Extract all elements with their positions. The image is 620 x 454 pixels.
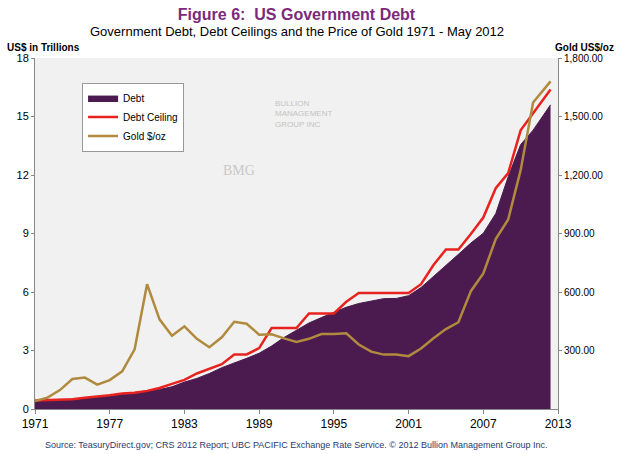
- svg-text:12: 12: [17, 169, 29, 181]
- svg-text:1,500.00: 1,500.00: [564, 111, 603, 122]
- svg-text:Gold US$/oz: Gold US$/oz: [555, 42, 614, 53]
- svg-text:Gold $/oz: Gold $/oz: [123, 131, 166, 142]
- svg-text:18: 18: [17, 52, 29, 64]
- svg-text:2013: 2013: [545, 417, 572, 431]
- svg-text:1977: 1977: [96, 417, 123, 431]
- svg-text:1989: 1989: [246, 417, 273, 431]
- svg-text:Source: TeasuryDirect.gov; CRS: Source: TeasuryDirect.gov; CRS 2012 Repo…: [45, 440, 548, 450]
- svg-text:9: 9: [23, 227, 29, 239]
- svg-text:0: 0: [23, 403, 29, 415]
- svg-text:2007: 2007: [470, 417, 497, 431]
- svg-text:BULLIONMANAGEMENTGROUP INC: BULLIONMANAGEMENTGROUP INC: [275, 99, 332, 129]
- svg-text:600.00: 600.00: [564, 287, 595, 298]
- svg-text:Figure 6: US Government Debt: Figure 6: US Government Debt: [178, 6, 416, 23]
- svg-text:2001: 2001: [395, 417, 422, 431]
- svg-text:Debt Ceiling: Debt Ceiling: [123, 112, 177, 123]
- svg-text:300.00: 300.00: [564, 345, 595, 356]
- svg-text:6: 6: [23, 286, 29, 298]
- svg-text:1,200.00: 1,200.00: [564, 170, 603, 181]
- svg-text:US$ in Trillions: US$ in Trillions: [7, 42, 80, 53]
- svg-text:1995: 1995: [321, 417, 348, 431]
- svg-text:3: 3: [23, 344, 29, 356]
- svg-text:15: 15: [17, 110, 29, 122]
- svg-text:BMG: BMG: [223, 163, 255, 178]
- svg-text:1971: 1971: [22, 417, 49, 431]
- svg-text:900.00: 900.00: [564, 228, 595, 239]
- svg-text:1983: 1983: [171, 417, 198, 431]
- svg-text:Government Debt, Debt Ceilings: Government Debt, Debt Ceilings and the P…: [90, 24, 504, 39]
- svg-text:1,800.00: 1,800.00: [564, 53, 603, 64]
- svg-text:Debt: Debt: [123, 93, 144, 104]
